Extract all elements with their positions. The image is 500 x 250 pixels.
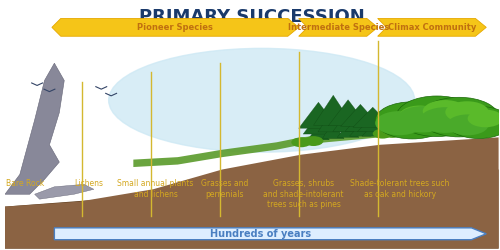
Polygon shape xyxy=(298,18,378,36)
Circle shape xyxy=(372,129,392,138)
Text: Climax Community: Climax Community xyxy=(388,23,476,32)
Polygon shape xyxy=(54,228,486,240)
Circle shape xyxy=(375,111,424,135)
Polygon shape xyxy=(333,111,364,132)
Polygon shape xyxy=(337,123,359,137)
Text: Hundreds of years: Hundreds of years xyxy=(210,229,311,239)
Polygon shape xyxy=(362,125,384,136)
Bar xyxy=(456,120,462,132)
Polygon shape xyxy=(5,170,498,248)
Ellipse shape xyxy=(108,48,414,152)
Polygon shape xyxy=(350,124,372,136)
Polygon shape xyxy=(303,114,334,134)
Polygon shape xyxy=(314,95,353,125)
Circle shape xyxy=(396,106,449,132)
Bar xyxy=(434,120,440,132)
Bar xyxy=(409,122,416,135)
Circle shape xyxy=(304,136,324,146)
Circle shape xyxy=(375,102,450,139)
Circle shape xyxy=(447,106,500,138)
Text: Grasses, shrubs
and shade-intolerant
trees such as pines: Grasses, shrubs and shade-intolerant tre… xyxy=(264,180,344,209)
Bar xyxy=(476,123,482,136)
Text: Bare Rock: Bare Rock xyxy=(6,180,44,188)
Circle shape xyxy=(468,110,500,127)
Circle shape xyxy=(292,137,311,147)
Polygon shape xyxy=(5,63,64,194)
Polygon shape xyxy=(318,108,348,132)
Text: Small annual plants
and lichens: Small annual plants and lichens xyxy=(118,180,194,199)
Circle shape xyxy=(420,97,498,137)
Circle shape xyxy=(420,107,471,133)
Circle shape xyxy=(382,128,402,138)
Text: Pioneer Species: Pioneer Species xyxy=(138,23,213,32)
Circle shape xyxy=(422,100,468,122)
Polygon shape xyxy=(52,18,298,36)
Polygon shape xyxy=(34,184,94,199)
Circle shape xyxy=(396,96,477,136)
Circle shape xyxy=(447,114,488,135)
Polygon shape xyxy=(298,102,338,128)
Polygon shape xyxy=(322,122,344,138)
Text: Shade-tolerant trees such
as oak and hickory: Shade-tolerant trees such as oak and hic… xyxy=(350,180,450,199)
Polygon shape xyxy=(308,125,330,140)
Polygon shape xyxy=(134,125,498,167)
Text: Grasses and
perrenials: Grasses and perrenials xyxy=(201,180,248,199)
Polygon shape xyxy=(5,137,498,248)
Circle shape xyxy=(400,106,440,126)
Circle shape xyxy=(395,128,414,138)
Polygon shape xyxy=(328,100,368,126)
Polygon shape xyxy=(358,116,388,132)
Text: PRIMARY SUCCESSION: PRIMARY SUCCESSION xyxy=(139,8,364,26)
Text: Intermediate Species: Intermediate Species xyxy=(288,23,389,32)
Text: Lichens: Lichens xyxy=(74,180,104,188)
Polygon shape xyxy=(378,18,486,36)
Polygon shape xyxy=(353,107,393,127)
Circle shape xyxy=(446,101,488,123)
Polygon shape xyxy=(345,114,376,131)
Polygon shape xyxy=(340,104,380,126)
